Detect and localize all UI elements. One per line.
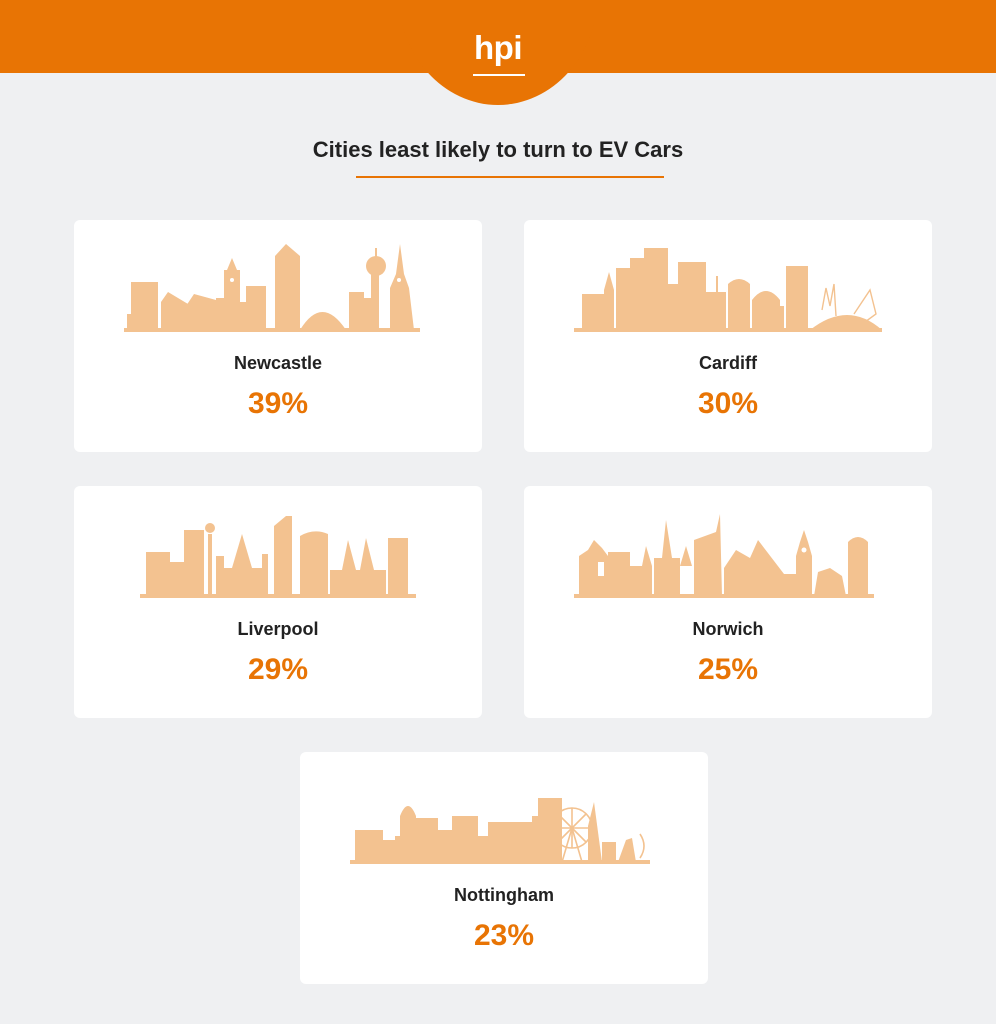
city-percentage: 30% (697, 387, 759, 420)
city-percentage: 23% (473, 919, 535, 952)
cardiff-skyline-icon (574, 248, 882, 332)
city-card-norwich: Norwich 25% (524, 486, 932, 718)
logo-underline (473, 74, 525, 76)
liverpool-skyline-icon (140, 516, 416, 598)
city-name: Cardiff (699, 353, 757, 373)
city-card-liverpool: Liverpool 29% (74, 486, 482, 718)
city-name: Newcastle (233, 353, 323, 373)
hpi-logo[interactable]: hpi (474, 29, 522, 66)
city-name: Norwich (692, 619, 764, 639)
city-percentage: 29% (247, 653, 309, 686)
newcastle-skyline-icon (124, 244, 420, 332)
city-card-nottingham: Nottingham 23% (300, 752, 708, 984)
city-percentage: 39% (247, 387, 309, 420)
city-card-cardiff: Cardiff 30% (524, 220, 932, 452)
city-name: Liverpool (237, 619, 319, 639)
city-percentage: 25% (697, 653, 759, 686)
nottingham-skyline-icon (350, 798, 650, 864)
city-card-newcastle: Newcastle 39% (74, 220, 482, 452)
city-name: Nottingham (454, 885, 554, 905)
title-divider (356, 176, 664, 178)
norwich-skyline-icon (574, 514, 874, 598)
page-title: Cities least likely to turn to EV Cars (312, 137, 684, 162)
